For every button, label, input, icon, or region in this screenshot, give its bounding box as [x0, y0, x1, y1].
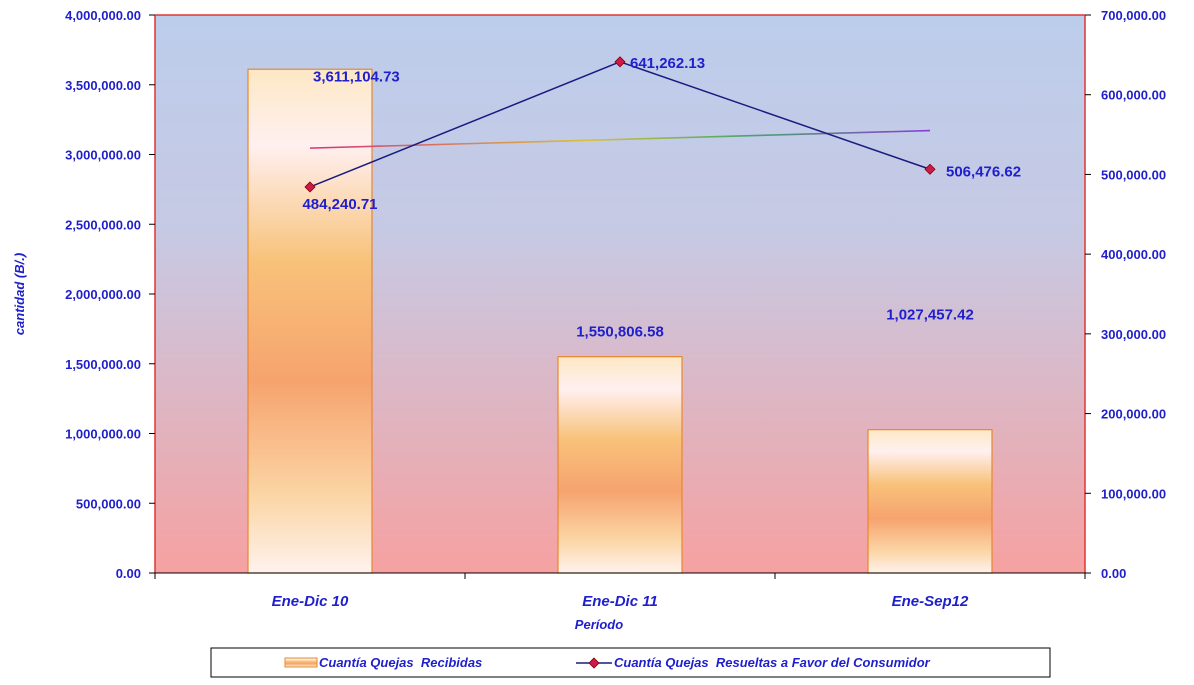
y-right-tick-label: 500,000.00 [1101, 167, 1166, 182]
y-right-tick-label: 200,000.00 [1101, 407, 1166, 422]
legend: Cuantía Quejas Recibidas Cuantía Quejas … [210, 647, 1051, 678]
line-value-label: 641,262.13 [630, 55, 705, 72]
x-tick-label: Ene-Dic 11 [582, 593, 658, 610]
axis-layer: 0.00 500,000.00 1,000,000.00 1,500,000.00 2,… [65, 8, 1166, 610]
y-right-tick-label: 0.00 [1101, 566, 1126, 581]
line-layer [304, 56, 936, 193]
line-point [614, 56, 626, 68]
line-point [304, 181, 316, 193]
y-left-tick-label: 2,000,000.00 [65, 287, 141, 302]
y-left-tick-label: 4,000,000.00 [65, 8, 141, 23]
y-left-tick-label: 1,000,000.00 [65, 427, 141, 442]
y-right-tick-label: 400,000.00 [1101, 247, 1166, 262]
y-left-tick-label: 0.00 [116, 566, 141, 581]
bar [557, 356, 683, 574]
y-right-tick-label: 300,000.00 [1101, 327, 1166, 342]
legend-diamond-marker [588, 657, 600, 669]
y-right-tick-label: 600,000.00 [1101, 88, 1166, 103]
y-axis-title: cantidad (B/.) [12, 253, 27, 335]
y-right-tick-label: 700,000.00 [1101, 8, 1166, 23]
legend-line-label: Cuantía Quejas Resueltas a Favor del Con… [614, 655, 931, 670]
x-tick-label: Ene-Sep12 [892, 593, 969, 610]
bar [867, 429, 993, 574]
bar-value-label: 1,550,806.58 [576, 324, 664, 341]
bar [247, 68, 373, 574]
legend-bar-label: Cuantía Quejas Recibidas [319, 655, 482, 670]
y-left-tick-label: 1,500,000.00 [65, 357, 141, 372]
y-right-tick-label: 100,000.00 [1101, 486, 1166, 501]
x-axis-title: Período [575, 617, 623, 632]
bars-layer [247, 68, 993, 574]
x-tick-label: Ene-Dic 10 [272, 593, 349, 610]
line-value-label: 484,240.71 [302, 196, 377, 213]
y-left-tick-label: 3,500,000.00 [65, 78, 141, 93]
line-value-label: 506,476.62 [946, 163, 1021, 180]
bar-value-label: 3,611,104.73 [313, 68, 400, 85]
legend-bar-swatch [284, 657, 318, 668]
y-left-tick-label: 3,000,000.00 [65, 148, 141, 163]
legend-box [210, 647, 1051, 678]
y-left-tick-label: 500,000.00 [76, 496, 141, 511]
y-left-tick-label: 2,500,000.00 [65, 217, 141, 232]
bar-value-label: 1,027,457.42 [886, 307, 974, 324]
data-labels-layer: 3,611,104.73 1,550,806.58 1,027,457.42 484,… [302, 55, 1021, 341]
line-point [924, 163, 936, 175]
